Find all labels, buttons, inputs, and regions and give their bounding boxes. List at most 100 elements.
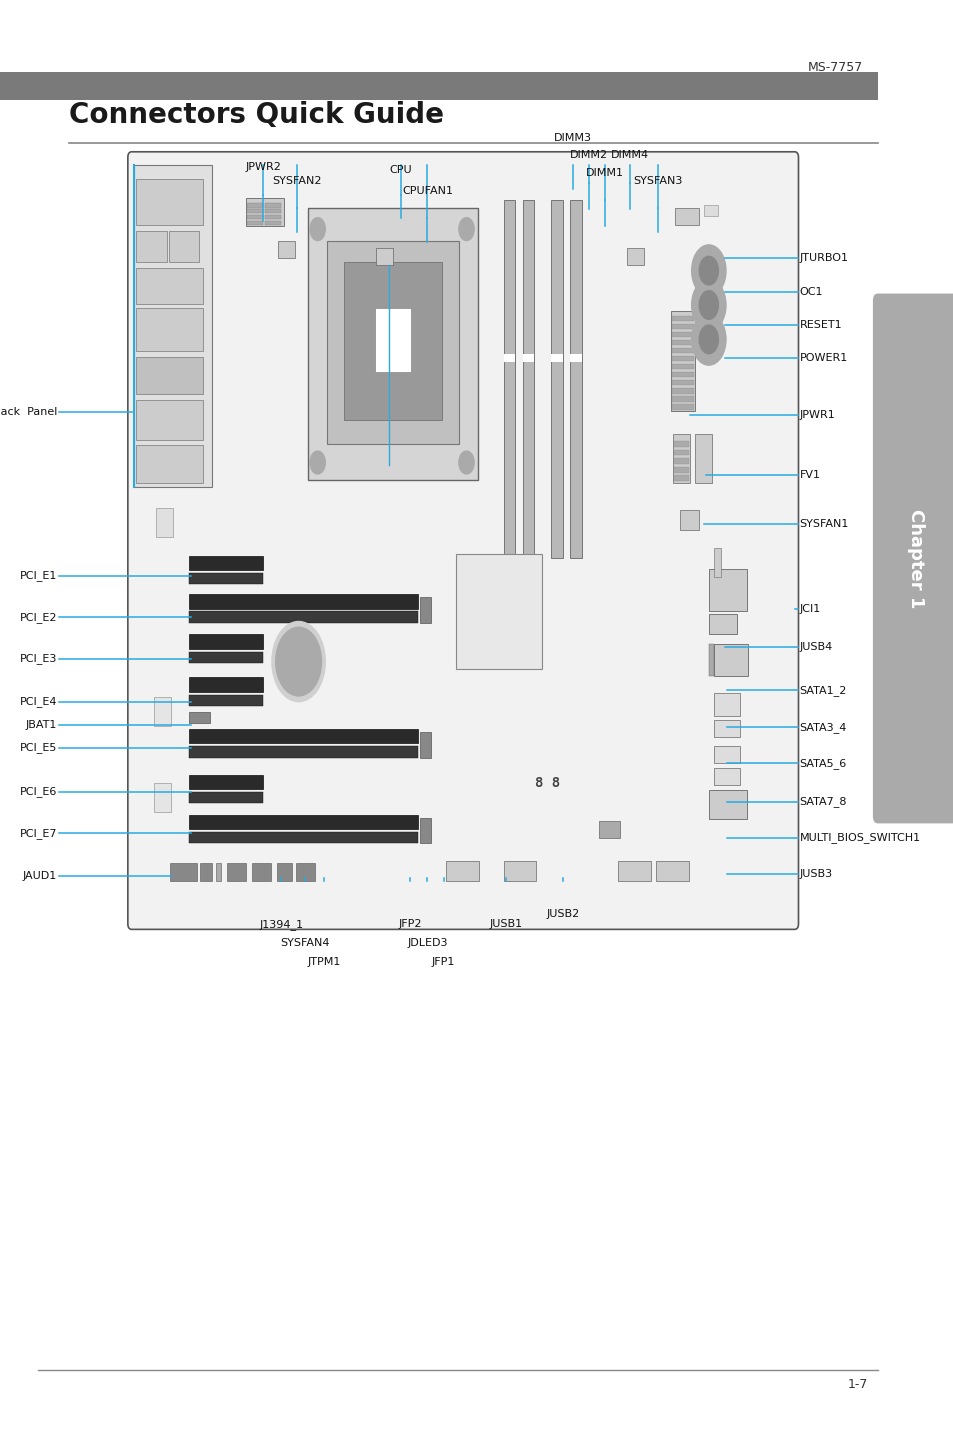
Bar — [503, 354, 515, 361]
Text: SYSFAN4: SYSFAN4 — [280, 938, 330, 948]
Bar — [671, 364, 693, 369]
Text: JTPM1: JTPM1 — [308, 957, 340, 967]
Circle shape — [272, 621, 325, 702]
Text: Connectors Quick Guide: Connectors Quick Guide — [69, 100, 443, 129]
Bar — [671, 379, 693, 385]
Text: JUSB1: JUSB1 — [489, 919, 521, 929]
Bar — [247, 215, 263, 219]
Bar — [551, 200, 562, 558]
Bar — [189, 729, 417, 743]
Bar — [189, 611, 417, 623]
Bar — [189, 594, 417, 609]
Bar — [247, 203, 263, 208]
Text: SATA7_8: SATA7_8 — [799, 796, 846, 808]
Text: JCI1: JCI1 — [799, 604, 820, 613]
Text: 1-7: 1-7 — [847, 1378, 867, 1390]
Bar — [136, 231, 167, 262]
Text: DIMM1: DIMM1 — [585, 168, 623, 178]
Bar — [189, 677, 263, 692]
Text: PCI_E3: PCI_E3 — [20, 653, 57, 664]
Text: PCI_E6: PCI_E6 — [20, 786, 57, 798]
Bar — [215, 863, 221, 881]
Bar — [570, 200, 581, 558]
Text: JBAT1: JBAT1 — [26, 720, 57, 729]
Text: PCI_E1: PCI_E1 — [20, 570, 57, 581]
Bar — [713, 720, 740, 737]
Text: JUSB4: JUSB4 — [799, 643, 832, 652]
Bar — [673, 450, 688, 455]
Text: DIMM2: DIMM2 — [569, 150, 607, 160]
Circle shape — [699, 325, 718, 354]
Circle shape — [699, 291, 718, 319]
Bar — [675, 208, 699, 225]
Bar — [136, 308, 203, 351]
Bar — [265, 209, 281, 213]
Bar — [189, 832, 417, 843]
Bar — [671, 355, 693, 361]
Bar — [670, 311, 694, 411]
Bar — [626, 248, 643, 265]
Circle shape — [691, 279, 725, 331]
Bar — [136, 400, 203, 440]
Bar — [189, 556, 263, 570]
Text: Chapter 1: Chapter 1 — [906, 508, 923, 609]
FancyBboxPatch shape — [128, 152, 798, 929]
Bar — [189, 573, 263, 584]
Text: SATA3_4: SATA3_4 — [799, 722, 846, 733]
Text: PCI_E4: PCI_E4 — [20, 696, 57, 707]
Bar — [456, 554, 541, 669]
Bar — [136, 268, 203, 304]
Text: Back  Panel: Back Panel — [0, 408, 57, 417]
Bar — [703, 205, 718, 216]
Bar — [153, 697, 171, 726]
Bar — [673, 467, 688, 473]
Bar — [598, 821, 619, 838]
Bar — [713, 746, 740, 763]
Bar — [671, 324, 693, 329]
Bar — [189, 746, 417, 758]
Circle shape — [691, 245, 725, 296]
Circle shape — [275, 627, 321, 696]
Bar — [136, 357, 203, 394]
Bar — [155, 508, 172, 537]
Bar — [679, 510, 699, 530]
Bar — [522, 354, 534, 361]
Bar — [671, 404, 693, 410]
Bar — [227, 863, 246, 881]
Text: DIMM3: DIMM3 — [554, 133, 592, 143]
Text: MULTI_BIOS_SWITCH1: MULTI_BIOS_SWITCH1 — [799, 832, 920, 843]
Text: MS-7757: MS-7757 — [807, 60, 862, 74]
FancyBboxPatch shape — [872, 294, 953, 823]
Bar — [276, 863, 292, 881]
Text: JDLED3: JDLED3 — [407, 938, 447, 948]
Bar — [671, 388, 693, 394]
Text: RESET1: RESET1 — [799, 321, 841, 329]
Bar — [375, 308, 411, 372]
Bar — [503, 200, 515, 558]
Bar — [503, 861, 536, 881]
Text: SYSFAN3: SYSFAN3 — [633, 176, 682, 186]
Text: JPWR2: JPWR2 — [245, 162, 281, 172]
Text: J1394_1: J1394_1 — [259, 919, 303, 931]
Bar — [265, 203, 281, 208]
Bar — [671, 339, 693, 345]
Bar — [169, 231, 199, 262]
Bar — [170, 863, 196, 881]
Bar — [189, 652, 263, 663]
Bar — [671, 332, 693, 338]
Circle shape — [310, 451, 325, 474]
Bar — [446, 861, 478, 881]
Bar — [153, 783, 171, 812]
Bar — [671, 395, 693, 401]
Bar — [708, 614, 737, 634]
Bar — [344, 262, 441, 420]
Text: JFP1: JFP1 — [432, 957, 455, 967]
Bar — [252, 863, 271, 881]
Bar — [671, 315, 693, 321]
Text: JFP2: JFP2 — [398, 919, 421, 929]
Text: FV1: FV1 — [799, 471, 820, 480]
Text: DIMM4: DIMM4 — [610, 150, 648, 160]
Bar — [673, 441, 688, 447]
Text: JUSB2: JUSB2 — [546, 909, 578, 919]
Bar — [189, 712, 210, 723]
